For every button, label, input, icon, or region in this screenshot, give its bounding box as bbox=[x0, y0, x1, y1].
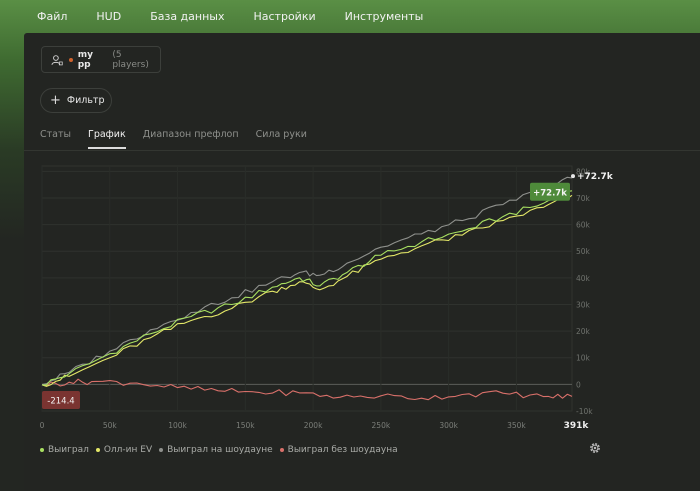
menu-tools[interactable]: Инструменты bbox=[344, 10, 424, 23]
x-end-label: 391k bbox=[564, 421, 590, 431]
series-line-allin_ev bbox=[41, 194, 573, 387]
player-count: (5 players) bbox=[112, 49, 149, 70]
x-tick-label: 200k bbox=[304, 421, 323, 430]
x-tick-label: 300k bbox=[439, 421, 458, 430]
x-tick-label: 100k bbox=[168, 421, 187, 430]
y-tick-label: 0 bbox=[576, 380, 581, 389]
start-badge-bg bbox=[42, 390, 80, 409]
y-tick-label: 40k bbox=[576, 274, 591, 283]
filter-button[interactable]: + Фильтр bbox=[40, 88, 112, 113]
legend-dot-showdown bbox=[159, 448, 164, 452]
y-tick-label: 80k bbox=[576, 167, 591, 176]
series-line-non_showdown bbox=[41, 378, 573, 401]
legend-item-non-showdown[interactable]: Выиграл без шоудауна bbox=[279, 445, 398, 455]
end-badge-bg bbox=[530, 182, 570, 201]
menu-settings[interactable]: Настройки bbox=[253, 10, 316, 23]
menu-database[interactable]: База данных bbox=[150, 10, 225, 23]
y-tick-label: 70k bbox=[576, 194, 591, 203]
y-tick-label: -10k bbox=[576, 407, 593, 416]
menu-bar: Файл HUD База данных Настройки Инструмен… bbox=[0, 0, 700, 33]
player-name: my pp bbox=[77, 49, 93, 70]
chart-svg: 80k 70k 60k 50k 40k 30k 20k 10k 0 -10k 0 50k 100k 150… bbox=[40, 165, 614, 431]
legend-label-allin-ev: Олл-ин EV bbox=[103, 445, 153, 455]
gear-icon[interactable] bbox=[588, 441, 602, 455]
player-status-dot bbox=[68, 57, 73, 62]
legend-dot-won bbox=[40, 448, 44, 452]
tab-bar: Статы График Диапазон префлоп Сила руки bbox=[40, 129, 324, 149]
legend-dot-allin-ev bbox=[95, 448, 100, 452]
legend-item-won[interactable]: Выиграл bbox=[40, 445, 89, 455]
end-badge-label: +72.7k bbox=[533, 188, 567, 198]
legend-label-won: Выиграл bbox=[48, 445, 89, 455]
legend-label-showdown: Выиграл на шоудауне bbox=[167, 445, 273, 455]
start-badge-label: -214.4 bbox=[47, 396, 74, 406]
chart: 80k 70k 60k 50k 40k 30k 20k 10k 0 -10k 0 50k 100k 150… bbox=[40, 161, 620, 441]
plus-icon: + bbox=[50, 93, 61, 108]
y-tick-label: 10k bbox=[576, 354, 591, 363]
player-icon bbox=[51, 54, 63, 65]
x-tick-label: 50k bbox=[103, 421, 118, 430]
series-line-won bbox=[42, 190, 573, 386]
tab-preflop-range[interactable]: Диапазон префлоп bbox=[142, 129, 239, 140]
plot-frame bbox=[41, 165, 573, 412]
tab-graph[interactable]: График bbox=[88, 129, 126, 149]
legend-item-showdown[interactable]: Выиграл на шоудауне bbox=[159, 445, 273, 455]
x-tick-label: 150k bbox=[236, 421, 255, 430]
main-panel: my pp (5 players) + Фильтр Статы График … bbox=[24, 33, 700, 491]
menu-hud[interactable]: HUD bbox=[96, 10, 122, 23]
legend-label-non-showdown: Выиграл без шоудауна bbox=[287, 445, 398, 455]
y-tick-label: 60k bbox=[576, 221, 591, 230]
end-value-label: +72.7k bbox=[577, 172, 614, 182]
series-line-showdown bbox=[41, 176, 573, 385]
filter-label: Фильтр bbox=[66, 95, 105, 106]
tab-stats[interactable]: Статы bbox=[40, 129, 72, 140]
legend-dot-non-showdown bbox=[279, 448, 284, 452]
y-tick-label: 20k bbox=[576, 327, 591, 336]
x-tick-label: 0 bbox=[40, 421, 45, 430]
player-selector[interactable]: my pp (5 players) bbox=[41, 46, 161, 73]
chart-legend: Выиграл Олл-ин EV Выиграл на шоудауне Вы… bbox=[40, 443, 600, 457]
menu-file[interactable]: Файл bbox=[37, 10, 68, 23]
x-tick-label: 350k bbox=[507, 421, 526, 430]
y-tick-label: 30k bbox=[576, 300, 591, 309]
legend-item-allin-ev[interactable]: Олл-ин EV bbox=[95, 445, 153, 455]
tab-divider bbox=[24, 150, 700, 151]
x-tick-label: 250k bbox=[372, 421, 391, 430]
tab-hand-strength[interactable]: Сила руки bbox=[255, 129, 307, 140]
end-point-dot bbox=[571, 174, 575, 179]
y-tick-label: 50k bbox=[576, 247, 591, 256]
